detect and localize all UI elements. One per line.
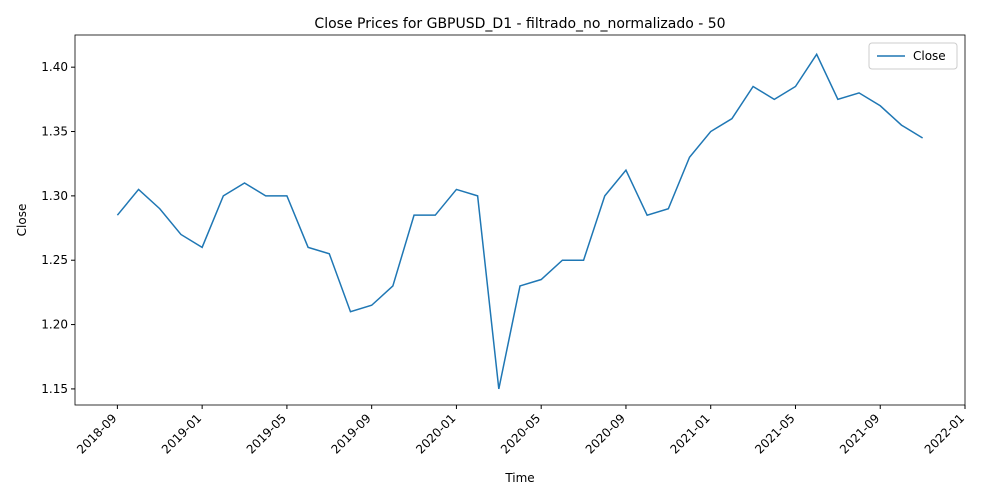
plot-frame [74,34,966,406]
legend-label: Close [913,49,946,63]
y-tick-label: 1.35 [41,125,68,139]
chart-title: Close Prices for GBPUSD_D1 - filtrado_no… [314,16,725,32]
y-tick-label: 1.25 [41,253,68,267]
legend-box [868,42,958,70]
line-series [116,52,924,390]
y-tick-label: 1.15 [41,382,68,396]
y-tick-label: 1.20 [41,318,68,332]
y-axis-label: Close [15,204,29,237]
y-tick-label: 1.30 [41,189,68,203]
y-tick-label: 1.40 [41,60,68,74]
x-axis-label: Time [504,471,534,485]
